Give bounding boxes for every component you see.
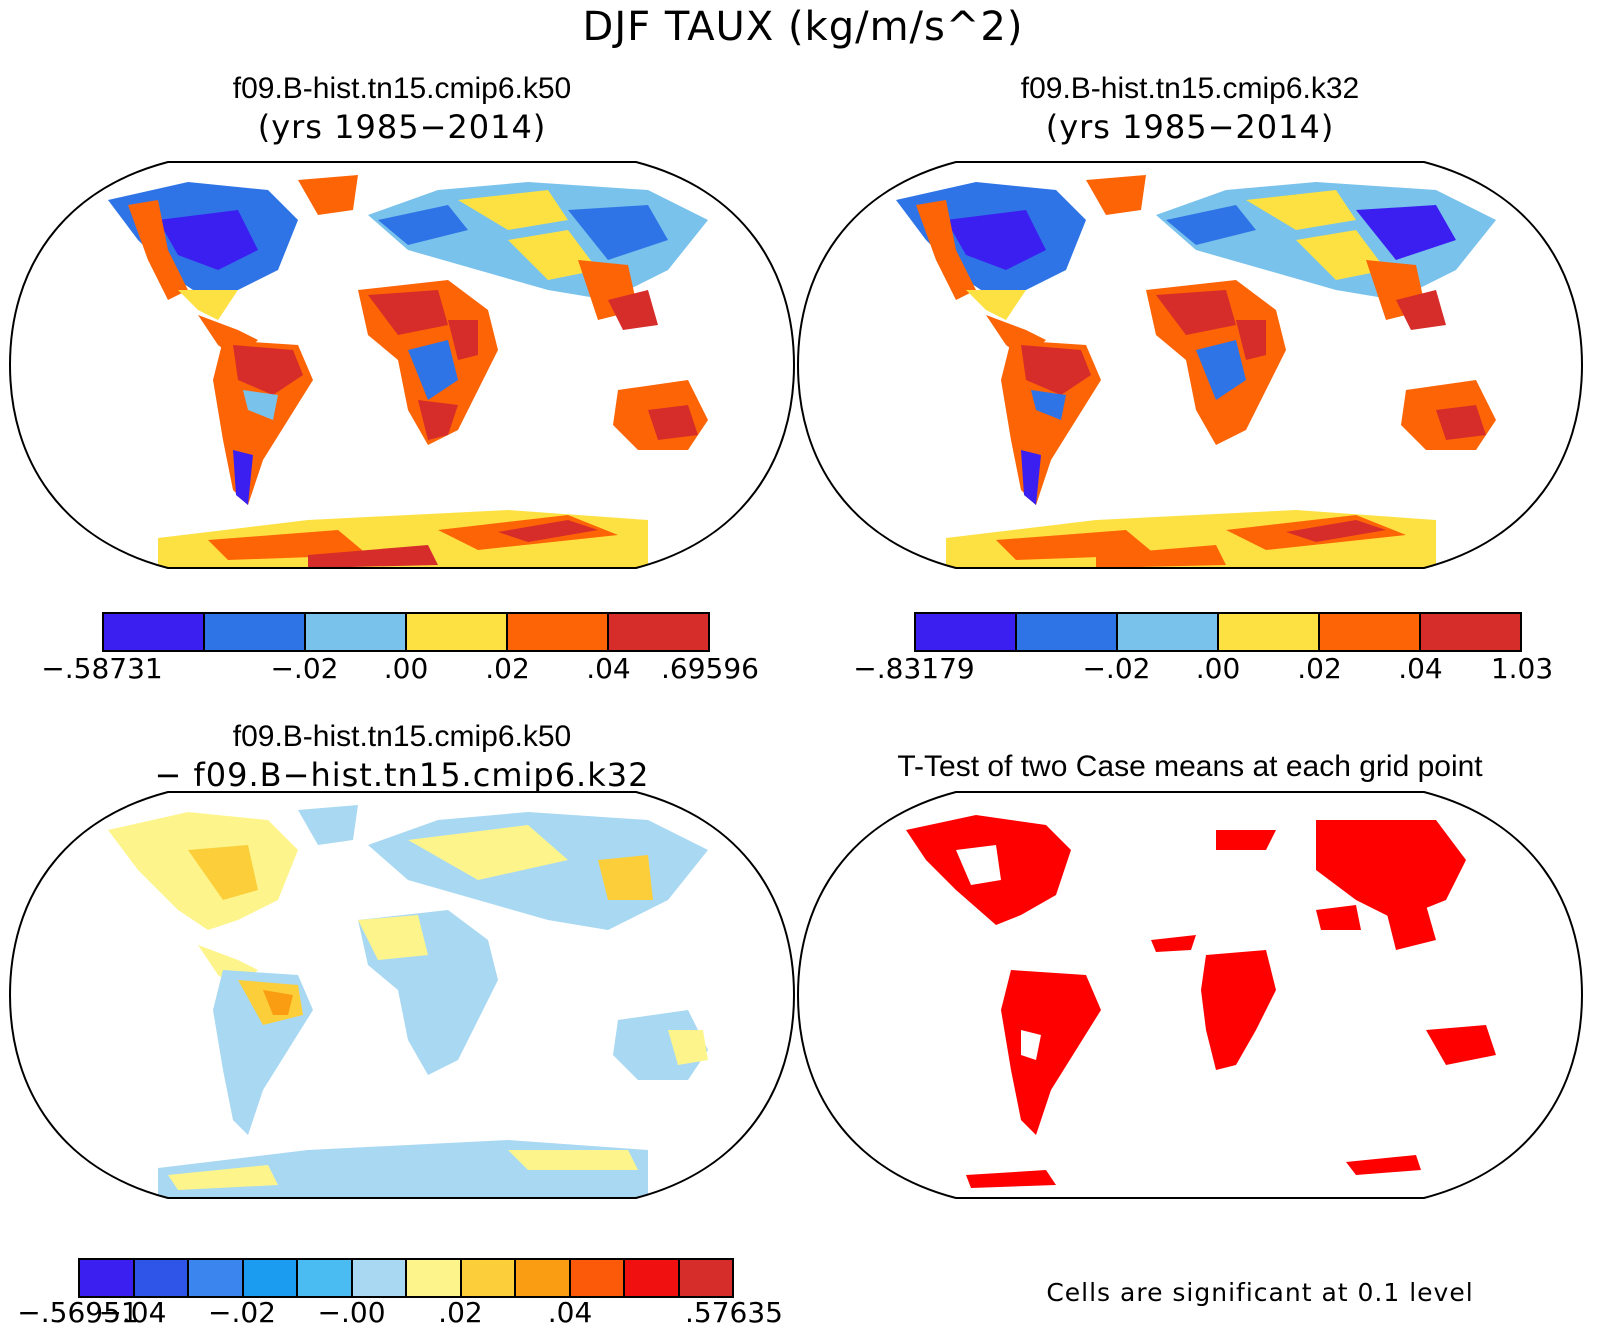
colorbar-segment <box>205 614 306 650</box>
colorbar-segment <box>1017 614 1118 650</box>
colorbar-segment <box>679 1260 732 1296</box>
colorbar-segment <box>625 1260 680 1296</box>
colorbar-tick-label: −.02 <box>208 1296 276 1329</box>
colorbar-k50 <box>102 612 710 652</box>
colorbar-tick-label: −.56951 <box>17 1296 139 1329</box>
colorbar-segment <box>1118 614 1219 650</box>
colorbar-tick-label: −.02 <box>270 652 339 685</box>
colorbar-tick-label: .00 <box>1195 652 1241 685</box>
panel-title-k32-line1: f09.B-hist.tn15.cmip6.k32 <box>1020 72 1360 105</box>
panel-title-diff: f09.B-hist.tn15.cmip6.k50 − f09.B−hist.t… <box>12 718 792 794</box>
colorbar-tick-label: .04 <box>586 652 631 685</box>
colorbar-tick-label: −.04 <box>98 1296 167 1329</box>
panel-title-k50-line2: (yrs 1985−2014) <box>257 108 547 146</box>
colorbar-k32-labels: −.83179 −.02 .00 .02 .04 1.03 <box>853 652 1553 688</box>
colorbar-diff <box>78 1258 734 1298</box>
colorbar-diff-labels: −.56951 −.04 −.02 −.00 .02 .04 .57635 <box>17 1296 783 1329</box>
colorbar-segment <box>461 1260 516 1296</box>
colorbar-tick-label: .04 <box>1398 652 1443 685</box>
map-ttest <box>796 791 1584 1199</box>
colorbar-segment <box>407 614 508 650</box>
panel-title-k50-line1: f09.B-hist.tn15.cmip6.k50 <box>232 72 572 105</box>
colorbar-tick-label: .02 <box>1297 652 1342 685</box>
panel-title-diff-line1: f09.B-hist.tn15.cmip6.k50 <box>232 720 572 753</box>
colorbar-segment <box>570 1260 625 1296</box>
colorbar-tick-label: −.00 <box>317 1296 386 1329</box>
colorbar-segment <box>298 1260 353 1296</box>
panel-title-ttest: T-Test of two Case means at each grid po… <box>800 748 1580 786</box>
colorbar-tick-label: .02 <box>438 1296 483 1329</box>
colorbar-segment <box>407 1260 462 1296</box>
map-k32 <box>796 161 1584 569</box>
panel-title-k32-line2: (yrs 1985−2014) <box>1045 108 1335 146</box>
colorbar-segment <box>508 614 609 650</box>
colorbar-segment <box>1320 614 1421 650</box>
colorbar-segment <box>516 1260 571 1296</box>
colorbar-segment <box>104 614 205 650</box>
colorbar-tick-label: .04 <box>547 1296 593 1329</box>
colorbar-segment <box>134 1260 189 1296</box>
colorbar-tick-label: 1.03 <box>1490 652 1554 685</box>
colorbar-k32 <box>914 612 1522 652</box>
colorbar-tick-label: .57635 <box>685 1296 783 1329</box>
colorbar-segment <box>916 614 1017 650</box>
colorbar-segment <box>609 614 708 650</box>
colorbar-tick-label: .00 <box>383 652 429 685</box>
colorbar-segment <box>352 1260 407 1296</box>
colorbar-k50-labels: −.58731 −.02 .00 .02 .04 .69596 <box>41 652 759 688</box>
colorbar-segment <box>243 1260 298 1296</box>
colorbar-tick-label: −.58731 <box>41 652 163 685</box>
significance-note: Cells are significant at 0.1 level <box>1046 1278 1474 1307</box>
figure-title: DJF TAUX (kg/m/s^2) <box>582 4 1024 50</box>
map-diff <box>8 791 796 1199</box>
panel-title-k50: f09.B-hist.tn15.cmip6.k50 (yrs 1985−2014… <box>12 70 792 146</box>
colorbar-tick-label: −.83179 <box>853 652 975 685</box>
colorbar-segment <box>306 614 407 650</box>
panel-title-ttest-line1: T-Test of two Case means at each grid po… <box>897 750 1483 783</box>
colorbar-segment <box>1219 614 1320 650</box>
map-k50 <box>8 161 796 569</box>
colorbar-segment <box>189 1260 244 1296</box>
colorbar-tick-label: .69596 <box>661 652 759 685</box>
colorbar-segment <box>80 1260 135 1296</box>
panel-title-k32: f09.B-hist.tn15.cmip6.k32 (yrs 1985−2014… <box>800 70 1580 146</box>
colorbar-tick-label: −.02 <box>1082 652 1151 685</box>
colorbar-segment <box>1421 614 1520 650</box>
panel-title-diff-line2: − f09.B−hist.tn15.cmip6.k32 <box>154 756 650 794</box>
colorbar-tick-label: .02 <box>485 652 530 685</box>
